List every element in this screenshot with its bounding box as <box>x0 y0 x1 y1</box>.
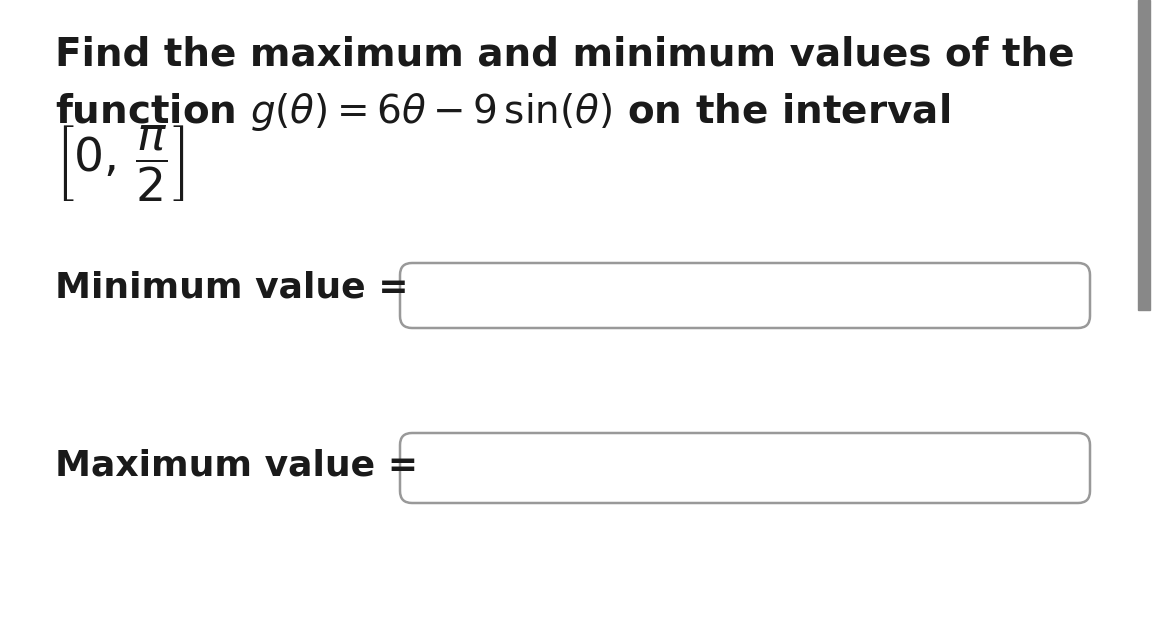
FancyBboxPatch shape <box>400 433 1090 503</box>
Text: Minimum value =: Minimum value = <box>55 271 408 305</box>
Bar <box>1138 0 1150 310</box>
Text: function $g(\theta) = 6\theta - 9\,\sin(\theta)$ on the interval: function $g(\theta) = 6\theta - 9\,\sin(… <box>55 91 950 133</box>
Text: Find the maximum and minimum values of the: Find the maximum and minimum values of t… <box>55 35 1074 73</box>
FancyBboxPatch shape <box>400 263 1090 328</box>
Text: $\left[0,\,\dfrac{\pi}{2}\right]$: $\left[0,\,\dfrac{\pi}{2}\right]$ <box>55 123 185 203</box>
Text: Maximum value =: Maximum value = <box>55 448 418 482</box>
